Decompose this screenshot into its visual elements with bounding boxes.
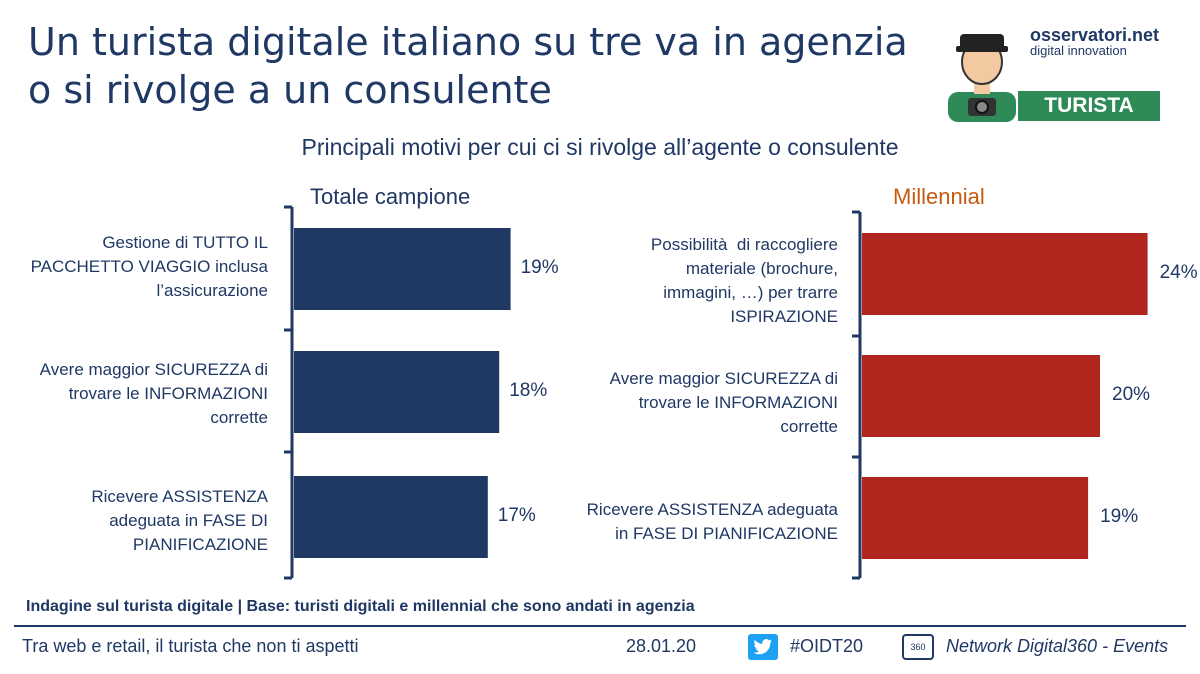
footer-hashtag: #OIDT20: [790, 636, 864, 656]
footnote: Indagine sul turista digitale | Base: tu…: [26, 598, 695, 615]
footer-date: 28.01.20: [626, 636, 697, 656]
bar-charts: [284, 205, 1148, 580]
bar: [862, 477, 1089, 559]
bar-value-label: 24%: [1159, 262, 1198, 283]
logo-text-2: digital innovation: [1030, 43, 1127, 58]
bar-value-label: 19%: [1100, 506, 1139, 527]
bar: [862, 233, 1148, 315]
category-label: Ricevere ASSISTENZA adeguata in FASE DI …: [91, 487, 268, 554]
category-label: Possibilità di raccogliere materiale (br…: [650, 235, 838, 326]
category-label: Ricevere ASSISTENZA adeguata in FASE DI …: [586, 500, 838, 543]
category-label: Avere maggior SICUREZZA di trovare le IN…: [39, 360, 268, 427]
footer-event-title: Tra web e retail, il turista che non ti …: [22, 636, 359, 656]
bar-value-label: 20%: [1112, 384, 1151, 405]
bar: [862, 355, 1100, 437]
twitter-icon: [748, 634, 778, 660]
title-line-2: o si rivolge a un consulente: [28, 68, 552, 112]
digital360-icon: 360: [902, 634, 934, 660]
bar-value-label: 19%: [520, 257, 559, 278]
bar: [294, 476, 488, 558]
bar: [294, 351, 500, 433]
right-panel-title: Millennial: [893, 184, 985, 209]
footer-divider: [14, 625, 1186, 627]
footer-network: Network Digital360 - Events: [946, 636, 1169, 656]
bar-value-label: 17%: [497, 505, 536, 526]
logo-text-1: osservatori.net: [1030, 25, 1160, 45]
title-line-1: Un turista digitale italiano su tre va i…: [28, 20, 908, 64]
left-panel-title: Totale campione: [310, 184, 471, 209]
bar: [294, 228, 511, 310]
chart-subtitle: Principali motivi per cui ci si rivolge …: [301, 134, 899, 160]
category-label: Avere maggior SICUREZZA di trovare le IN…: [609, 369, 838, 436]
category-label: Gestione di TUTTO IL PACCHETTO VIAGGIO i…: [30, 233, 268, 300]
bar-value-label: 18%: [509, 380, 548, 401]
turista-badge: TURISTA: [1018, 91, 1160, 121]
tourist-illustration-icon: [948, 34, 1016, 122]
osservatori-logo: osservatori.net digital innovation: [1030, 26, 1159, 58]
page-title: Un turista digitale italiano su tre va i…: [28, 18, 928, 114]
